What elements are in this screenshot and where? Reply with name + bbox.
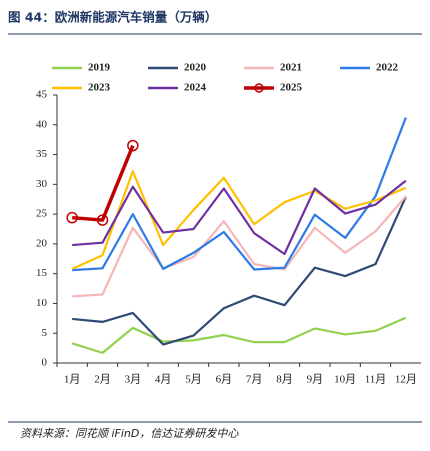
legend-label: 2024: [184, 82, 207, 94]
x-tick-label: 7月: [246, 374, 263, 386]
x-tick-label: 5月: [185, 374, 202, 386]
x-tick-label: 1月: [64, 374, 81, 386]
chart-title: 图 44：欧洲新能源汽车销量（万辆）: [8, 10, 217, 25]
y-tick-label: 10: [36, 297, 48, 309]
legend-label: 2021: [280, 62, 302, 74]
x-tick-label: 2月: [94, 374, 111, 386]
y-tick-label: 15: [36, 267, 48, 279]
series-line: [72, 144, 135, 222]
x-tick-label: 11月: [365, 374, 387, 386]
series-line: [71, 316, 407, 354]
y-tick-label: 40: [36, 118, 48, 130]
x-tick-label: 12月: [395, 374, 417, 386]
series-line: [72, 196, 407, 346]
y-tick-label: 35: [36, 148, 48, 160]
series-line: [72, 179, 407, 256]
x-tick-label: 4月: [155, 374, 172, 386]
series-line: [71, 170, 407, 270]
x-tick-label: 8月: [276, 374, 293, 386]
legend-label: 2022: [376, 62, 399, 74]
source: 资料来源：同花顺 iFinD，信达证券研发中心: [20, 427, 239, 440]
series-marker: [66, 211, 78, 224]
series-marker: [96, 214, 109, 226]
y-tick-label: 5: [42, 327, 48, 339]
series-line: [72, 117, 407, 272]
x-tick-label: 9月: [307, 374, 324, 386]
y-tick-label: 30: [36, 178, 48, 190]
series-line: [72, 195, 407, 298]
y-tick-label: 25: [36, 208, 48, 220]
x-tick-label: 10月: [334, 374, 356, 386]
legend-label: 2023: [88, 82, 111, 94]
y-tick-label: 20: [36, 237, 48, 249]
legend-label: 2019: [88, 62, 111, 74]
y-tick-label: 45: [36, 89, 48, 101]
legend-marker: [254, 83, 264, 93]
x-tick-label: 3月: [125, 374, 142, 386]
legend-label: 2020: [184, 62, 207, 74]
series-marker: [127, 139, 139, 152]
legend-label: 2025: [280, 82, 303, 94]
x-tick-label: 6月: [216, 374, 233, 386]
y-tick-label: 0: [42, 357, 48, 369]
